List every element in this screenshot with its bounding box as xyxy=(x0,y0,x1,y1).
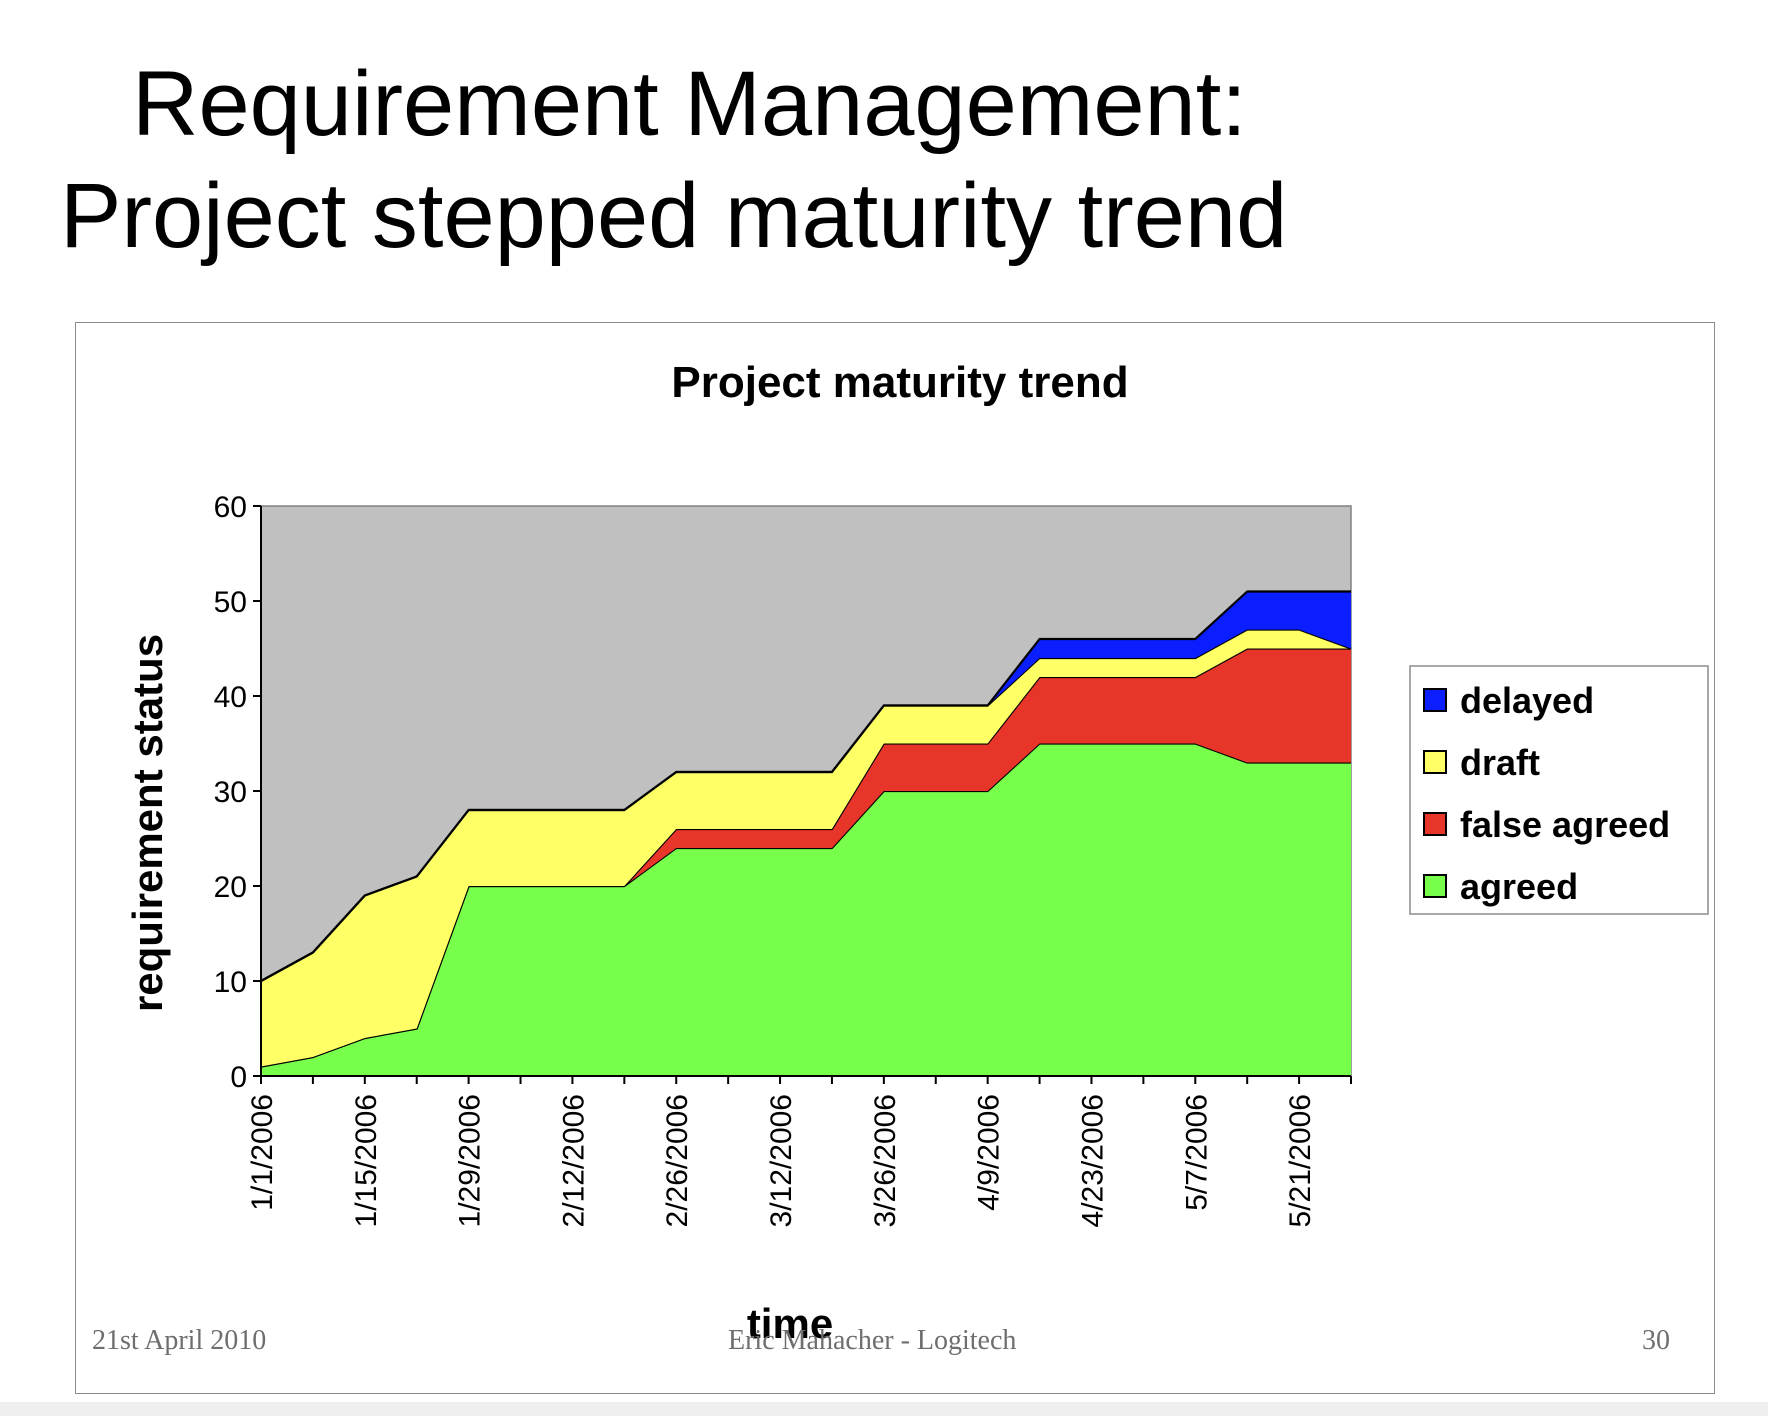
x-tick-label: 1/1/2006 xyxy=(246,1094,279,1211)
legend-swatch xyxy=(1423,750,1447,774)
area-agreed xyxy=(261,743,1351,1076)
x-tick-label: 3/26/2006 xyxy=(869,1094,902,1227)
legend-label: delayed xyxy=(1460,680,1594,721)
x-axis-label: time xyxy=(747,1300,833,1347)
legend-swatch xyxy=(1423,688,1447,712)
x-tick-label: 3/12/2006 xyxy=(765,1094,798,1227)
legend-label: agreed xyxy=(1460,866,1578,907)
y-tick-label: 40 xyxy=(214,681,247,714)
area-false-agreed xyxy=(261,648,1351,1067)
area-delayed xyxy=(261,591,1351,981)
x-tick-label: 4/23/2006 xyxy=(1076,1094,1109,1227)
legend-swatch xyxy=(1423,812,1447,836)
slide-title-line2: Project stepped maturity trend xyxy=(60,165,1288,267)
y-tick-label: 50 xyxy=(214,586,247,619)
x-tick-label: 1/29/2006 xyxy=(454,1094,487,1227)
y-tick-label: 20 xyxy=(214,871,247,904)
footer-date: 21st April 2010 xyxy=(92,1325,267,1356)
y-tick-label: 60 xyxy=(214,491,247,524)
legend-label: draft xyxy=(1460,742,1540,783)
area-edge-delayed xyxy=(260,590,1351,982)
chart-frame: Project maturity trend 0 10 20 30 40 50 60 1/1/… xyxy=(75,322,1715,1394)
y-axis-label: requirement status xyxy=(124,634,171,1012)
x-tick-label: 1/15/2006 xyxy=(350,1094,383,1227)
legend-label: false agreed xyxy=(1460,804,1670,845)
y-tick-label: 0 xyxy=(230,1061,247,1094)
x-tick-label: 2/26/2006 xyxy=(661,1094,694,1227)
chart-title: Project maturity trend xyxy=(671,358,1128,407)
y-tick-label: 10 xyxy=(214,966,247,999)
x-tick-label: 2/12/2006 xyxy=(557,1094,590,1227)
y-tick-label: 30 xyxy=(214,776,247,809)
legend: delayed draft false agreed agreed xyxy=(1409,665,1709,915)
x-tick-label: 5/21/2006 xyxy=(1284,1094,1317,1227)
x-tick-label: 4/9/2006 xyxy=(973,1094,1006,1211)
legend-swatch xyxy=(1423,874,1447,898)
x-tick-label: 5/7/2006 xyxy=(1180,1094,1213,1211)
page-number: 30 xyxy=(1642,1325,1670,1356)
slide-title-line1: Requirement Management: xyxy=(132,53,1247,155)
footer-author: Eric Mahacher - Logitech xyxy=(728,1325,1017,1356)
area-draft xyxy=(261,629,1351,1067)
slide-title: Requirement Management: Project stepped … xyxy=(60,48,1560,272)
legend-box xyxy=(1409,665,1709,915)
bottom-bar xyxy=(0,1402,1768,1416)
chart: Project maturity trend 0 10 20 30 40 50 60 1/1/… xyxy=(124,358,1709,1347)
